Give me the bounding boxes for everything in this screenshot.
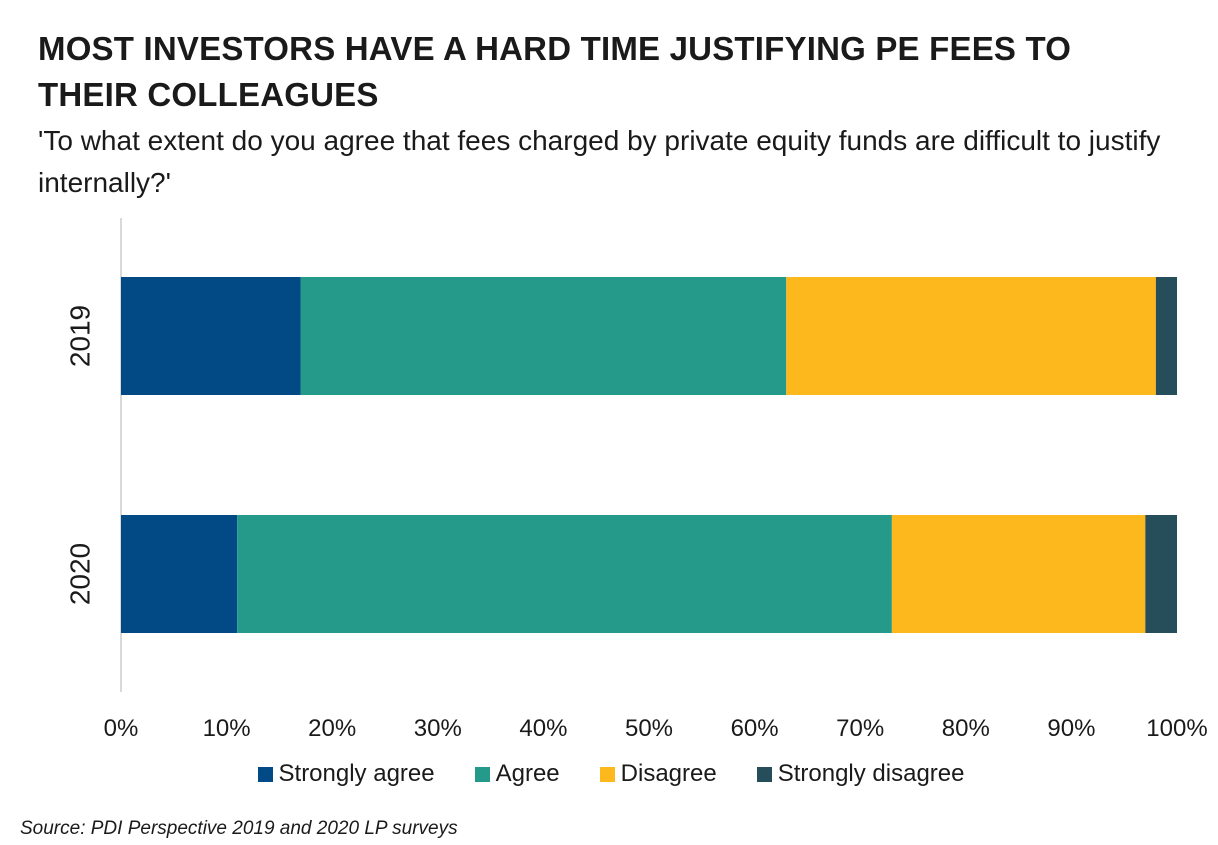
legend-swatch (599, 766, 615, 782)
legend-item: Strongly disagree (753, 760, 965, 788)
bar-segment-2020-strongly-agree (121, 515, 238, 633)
x-tick-label: 70% (836, 715, 884, 742)
bar-segment-2019-strongly-agree (121, 277, 301, 395)
source-note: Source: PDI Perspective 2019 and 2020 LP… (20, 818, 458, 839)
x-axis-ticks: 0% 10% 20% 30% 40% 50% 60% 70% 80% 90% 100% (104, 715, 1208, 742)
x-tick-label: 0% (104, 715, 139, 742)
bar-segment-2020-agree (237, 515, 892, 633)
x-tick-label: 50% (625, 715, 673, 742)
legend-label: Strongly disagree (777, 760, 965, 787)
legend-swatch (257, 766, 273, 782)
y-axis-categories: 2019 2020 (65, 305, 96, 605)
y-category-label: 2019 (65, 305, 96, 367)
bar-segment-2019-agree (300, 277, 787, 395)
legend: Strongly agree Agree Disagree Strongly disa… (0, 760, 1218, 788)
x-tick-label: 60% (731, 715, 779, 742)
legend-item: Agree (471, 760, 560, 788)
x-tick-label: 10% (203, 715, 251, 742)
legend-label: Strongly agree (278, 760, 435, 787)
legend-label: Agree (495, 760, 560, 787)
legend-item: Disagree (596, 760, 717, 788)
bar-segment-2020-strongly-disagree (1145, 515, 1177, 633)
legend-item: Strongly agree (254, 760, 435, 788)
legend-swatch (474, 766, 490, 782)
x-tick-label: 30% (414, 715, 462, 742)
bars-layer (121, 277, 1177, 633)
legend-label: Disagree (620, 760, 717, 787)
chart-title: MOST INVESTORS HAVE A HARD TIME JUSTIFYI… (38, 30, 1072, 113)
y-category-label: 2020 (65, 543, 96, 605)
bar-segment-2020-disagree (891, 515, 1146, 633)
bar-segment-2019-strongly-disagree (1155, 277, 1177, 395)
legend-swatch (756, 766, 772, 782)
x-tick-label: 90% (1047, 715, 1095, 742)
x-tick-label: 40% (519, 715, 567, 742)
bar-segment-2019-disagree (786, 277, 1156, 395)
x-tick-label: 20% (308, 715, 356, 742)
x-tick-label: 80% (942, 715, 990, 742)
x-tick-label: 100% (1146, 715, 1207, 742)
chart-subtitle: 'To what extent do you agree that fees c… (38, 125, 1161, 198)
